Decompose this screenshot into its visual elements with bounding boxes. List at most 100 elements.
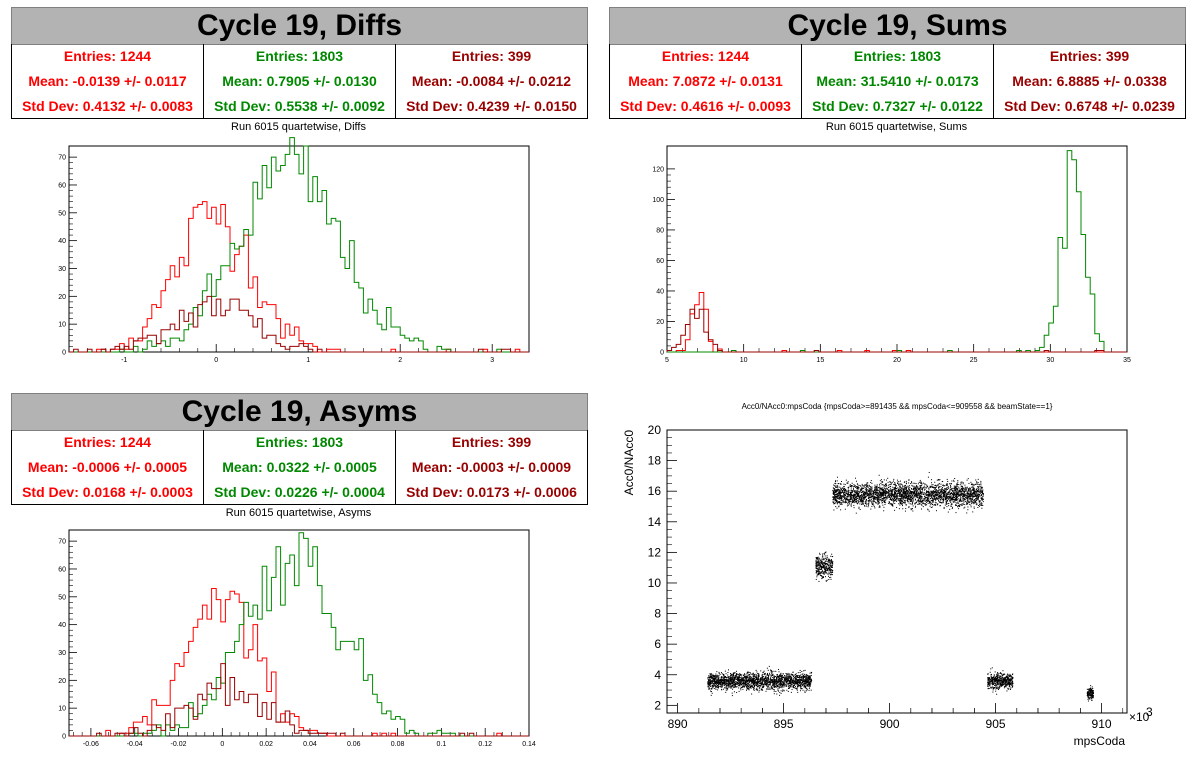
scatter-point bbox=[863, 493, 865, 495]
scatter-point bbox=[817, 561, 819, 563]
scatter-point bbox=[732, 685, 734, 687]
scatter-point bbox=[955, 487, 957, 489]
scatter-point bbox=[866, 493, 868, 495]
scatter-point bbox=[914, 490, 916, 492]
scatter-point bbox=[784, 678, 786, 680]
scatter-point bbox=[905, 504, 907, 506]
scatter-point bbox=[950, 505, 952, 507]
scatter-point bbox=[928, 487, 930, 489]
scatter-point bbox=[954, 486, 956, 488]
scatter-point bbox=[754, 675, 756, 677]
scatter-point bbox=[811, 678, 813, 680]
scatter-point bbox=[928, 494, 930, 496]
scatter-point bbox=[946, 502, 948, 504]
scatter-point bbox=[736, 683, 738, 685]
scatter-point bbox=[897, 488, 899, 490]
scatter-point bbox=[970, 506, 972, 508]
scatter-point bbox=[859, 491, 861, 493]
scatter-point bbox=[981, 492, 983, 494]
scatter-point bbox=[936, 498, 938, 500]
scatter-point bbox=[850, 503, 852, 505]
scatter-point bbox=[838, 492, 840, 494]
scatter-point bbox=[771, 682, 773, 684]
scatter-point bbox=[729, 682, 731, 684]
scatter-point bbox=[956, 483, 958, 485]
scatter-point bbox=[760, 670, 762, 672]
scatter-point bbox=[807, 683, 809, 685]
scatter-point bbox=[937, 503, 939, 505]
scatter-point bbox=[911, 492, 913, 494]
scatter-point bbox=[958, 504, 960, 506]
y-tick-label: 20 bbox=[58, 678, 66, 685]
scatter-point bbox=[725, 680, 727, 682]
scatter-point bbox=[878, 498, 880, 500]
scatter-point bbox=[801, 678, 803, 680]
scatter-point bbox=[969, 501, 971, 503]
scatter-point bbox=[922, 501, 924, 503]
scatter-point bbox=[902, 502, 904, 504]
scatter-point bbox=[895, 491, 897, 493]
scatter-point bbox=[756, 683, 758, 685]
scatter-point bbox=[904, 499, 906, 501]
scatter-point bbox=[835, 490, 837, 492]
scatter-point bbox=[847, 501, 849, 503]
scatter-point bbox=[742, 678, 744, 680]
scatter-point bbox=[883, 490, 885, 492]
scatter-point bbox=[982, 495, 984, 497]
scatter-point bbox=[848, 502, 850, 504]
scatter-point bbox=[852, 487, 854, 489]
scatter-point bbox=[803, 679, 805, 681]
scatter-point bbox=[967, 490, 969, 492]
scatter-point bbox=[755, 689, 757, 691]
scatter-point bbox=[877, 503, 879, 505]
scatter-point bbox=[855, 493, 857, 495]
scatter-point bbox=[839, 503, 841, 505]
scatter-point bbox=[917, 491, 919, 493]
scatter-point bbox=[910, 500, 912, 502]
scatter-point bbox=[887, 492, 889, 494]
scatter-point bbox=[932, 490, 934, 492]
scatter-point bbox=[837, 502, 839, 504]
scatter-point bbox=[806, 681, 808, 683]
scatter-point bbox=[856, 500, 858, 502]
scatter-point bbox=[874, 488, 876, 490]
scatter-point bbox=[877, 498, 879, 500]
scatter-point bbox=[725, 676, 727, 678]
scatter-point bbox=[774, 680, 776, 682]
scatter-point bbox=[796, 687, 798, 689]
scatter-point bbox=[713, 684, 715, 686]
scatter-point bbox=[808, 676, 810, 678]
scatter-point bbox=[713, 685, 715, 687]
scatter-point bbox=[712, 674, 714, 676]
scatter-point bbox=[861, 488, 863, 490]
scatter-point bbox=[864, 487, 866, 489]
scatter-point bbox=[764, 680, 766, 682]
scatter-point bbox=[762, 683, 764, 685]
scatter-point bbox=[888, 495, 890, 497]
scatter-point bbox=[844, 500, 846, 502]
scatter-point bbox=[723, 681, 725, 683]
scatter-point bbox=[803, 684, 805, 686]
scatter-point bbox=[790, 685, 792, 687]
scatter-point bbox=[772, 679, 774, 681]
scatter-point bbox=[975, 503, 977, 505]
scatter-point bbox=[889, 503, 891, 505]
scatter-point bbox=[838, 493, 840, 495]
scatter-point bbox=[791, 683, 793, 685]
scatter-point bbox=[881, 502, 883, 504]
asyms-stats-dark: Entries: 399 Mean: -0.0003 +/- 0.0009 St… bbox=[396, 430, 587, 504]
scatter-point bbox=[768, 677, 770, 679]
scatter-point bbox=[774, 686, 776, 688]
scatter-point bbox=[863, 501, 865, 503]
scatter-point bbox=[926, 485, 928, 487]
scatter-point bbox=[946, 494, 948, 496]
scatter-point bbox=[726, 680, 728, 682]
scatter-point bbox=[977, 498, 979, 500]
scatter-point bbox=[831, 564, 833, 566]
scatter-point bbox=[821, 572, 823, 574]
scatter-point bbox=[938, 487, 940, 489]
scatter-point bbox=[808, 675, 810, 677]
scatter-point bbox=[809, 682, 811, 684]
scatter-point bbox=[796, 678, 798, 680]
scatter-point bbox=[790, 681, 792, 683]
